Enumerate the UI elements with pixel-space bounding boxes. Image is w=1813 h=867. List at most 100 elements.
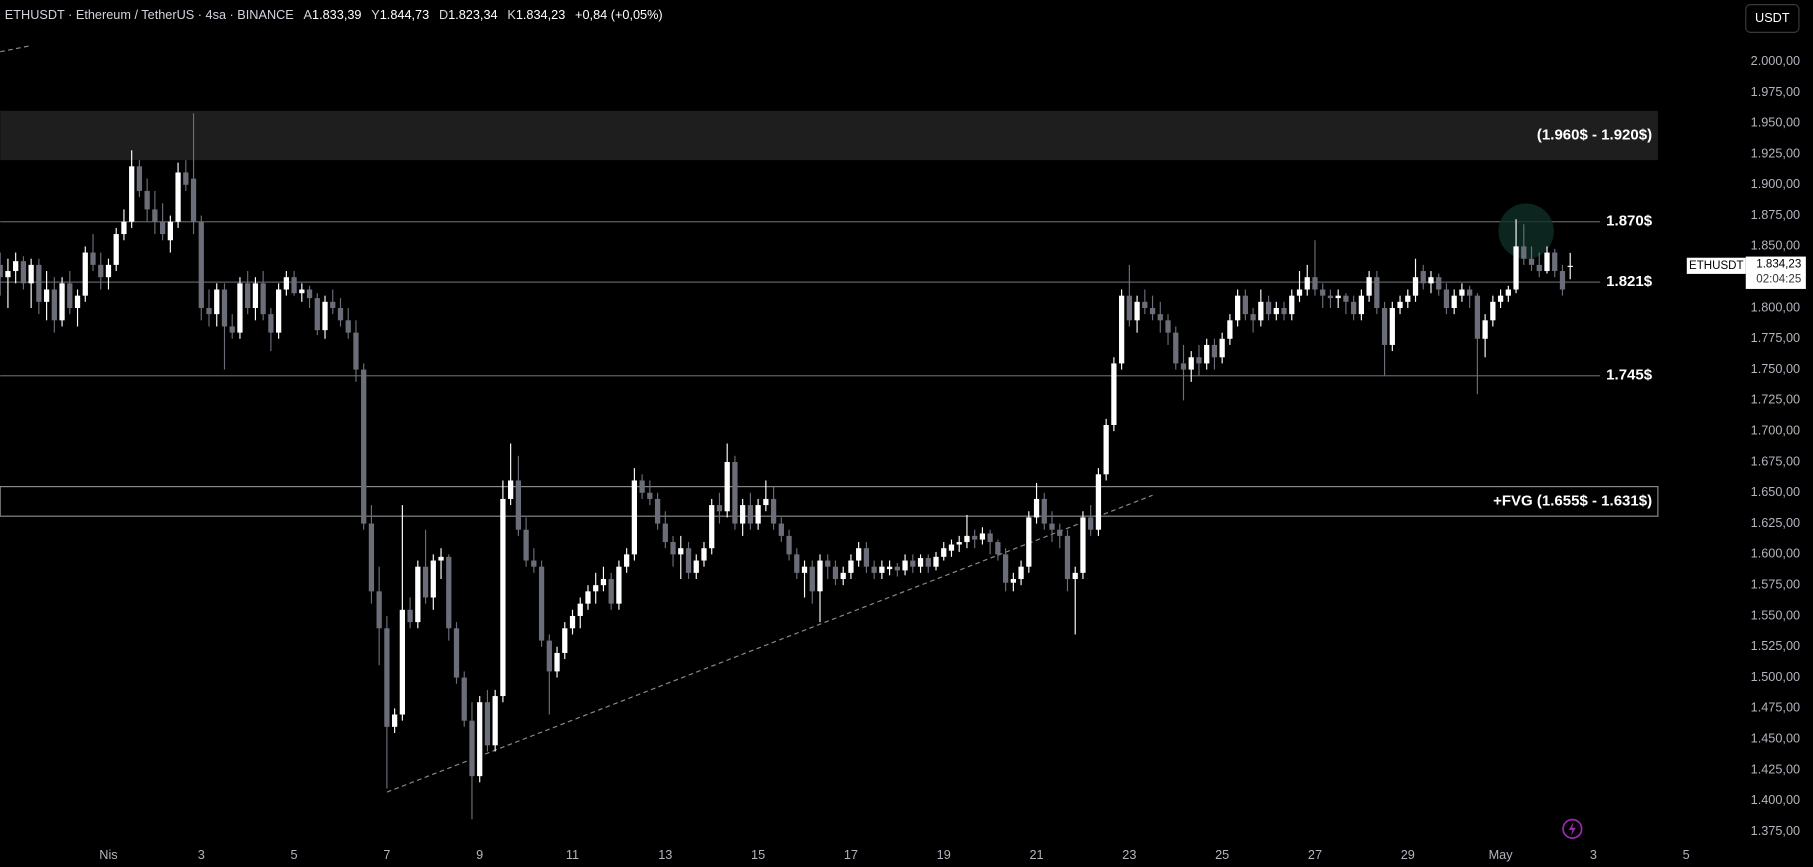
candle-body: [129, 166, 135, 222]
close-value: 1.834,23: [516, 8, 565, 23]
candle-body: [1335, 295, 1341, 299]
candle-body: [1474, 295, 1481, 339]
candle-body: [515, 480, 522, 530]
candle-body: [1088, 517, 1094, 530]
chart-header: ETHUSDT · Ethereum / TetherUS · 4sa · BI…: [5, 4, 663, 25]
candle-body: [716, 505, 723, 512]
alert-bolt[interactable]: [1568, 821, 1576, 836]
candle-body: [1180, 363, 1187, 370]
candle-body: [917, 558, 924, 567]
candle-body: [1296, 289, 1303, 296]
candle-body: [1126, 295, 1132, 321]
x-tick-label: 7: [383, 847, 390, 862]
close-label: K: [507, 8, 516, 23]
candle-body: [5, 271, 11, 278]
candle-body: [368, 523, 375, 592]
x-tick-label: 15: [751, 847, 765, 862]
countdown: 02:04:25: [1756, 274, 1801, 286]
candle-body: [260, 283, 266, 315]
candle-body: [1064, 535, 1071, 580]
candle-body: [1018, 566, 1024, 580]
candle-body: [1033, 498, 1040, 518]
candle-body: [1389, 307, 1395, 345]
candle-body: [879, 566, 885, 573]
last-price-tag: ETHUSDT 1.834,23 02:04:25: [1686, 256, 1806, 289]
candle-body: [747, 505, 754, 524]
low-value: 1.823,34: [448, 8, 497, 23]
candle-body: [786, 535, 792, 555]
candle-body: [546, 640, 552, 672]
candle-body: [1227, 320, 1233, 339]
price-axis: [1745, 0, 1813, 867]
candle-body: [1451, 295, 1457, 308]
candle-body: [523, 529, 529, 561]
y-tick-label: 1.850,00: [1751, 238, 1800, 253]
candle-body: [206, 307, 212, 315]
candle-body: [252, 283, 259, 308]
symbol-tag: ETHUSDT: [1689, 260, 1744, 272]
candle-body: [508, 480, 514, 499]
candle-body: [1010, 579, 1016, 583]
candle-body: [51, 289, 57, 321]
candle-body: [832, 566, 839, 580]
candle-body: [538, 566, 545, 641]
candle-body: [0, 264, 3, 278]
currency-button-label[interactable]: USDT: [1755, 10, 1790, 25]
candle-body: [600, 579, 607, 586]
candle-body: [353, 332, 359, 370]
candle-body: [863, 548, 870, 567]
level-label: 1.870$: [1606, 213, 1653, 230]
candle-body: [268, 314, 274, 333]
candle-body: [678, 548, 684, 555]
y-tick-label: 1.425,00: [1751, 761, 1800, 776]
candle-body: [941, 548, 947, 557]
alert-icon[interactable]: [1562, 818, 1583, 839]
y-tick-label: 1.975,00: [1751, 84, 1800, 99]
candle-body: [469, 720, 475, 777]
candle-body: [809, 566, 815, 592]
candle-body: [1521, 246, 1527, 259]
candle-body: [763, 498, 769, 506]
candle-body: [1544, 252, 1550, 272]
candle-body: [1095, 474, 1102, 530]
candle-body: [167, 221, 173, 241]
highlight-circle: [1498, 203, 1554, 259]
candle-body: [90, 252, 96, 265]
candle-body: [1250, 314, 1256, 321]
y-tick-label: 2.000,00: [1751, 53, 1800, 68]
candle-body: [956, 542, 962, 545]
y-tick-label: 1.775,00: [1751, 330, 1800, 345]
candle-body: [399, 609, 405, 715]
candle-body: [755, 505, 761, 524]
candle-body: [608, 579, 614, 604]
candle-body: [330, 301, 336, 308]
candle-body: [770, 498, 777, 524]
candle-body: [144, 190, 150, 210]
trendline: [386, 494, 1153, 793]
candle-body: [732, 461, 738, 524]
candle-body: [1420, 271, 1426, 284]
candle-body: [407, 609, 413, 623]
y-tick-label: 1.550,00: [1751, 607, 1800, 622]
candle-body: [1320, 289, 1326, 296]
candle-body: [554, 652, 560, 672]
candle-body: [1513, 246, 1519, 290]
candle-body: [778, 523, 784, 536]
currency-button-box[interactable]: [1745, 4, 1800, 33]
candle-body: [825, 560, 831, 567]
y-tick-label: 1.400,00: [1751, 792, 1800, 807]
candle-body: [1188, 357, 1194, 370]
y-tick-label: 1.600,00: [1751, 546, 1800, 561]
candle-body: [801, 566, 808, 573]
candle-body: [910, 560, 916, 567]
candle-body: [28, 264, 34, 284]
currency-button[interactable]: USDT: [1745, 4, 1800, 33]
candle-body: [1343, 295, 1349, 302]
candle-body: [113, 234, 119, 265]
candle-body: [1258, 301, 1264, 321]
change: +0,84 (+0,05%): [575, 8, 663, 23]
candle-body: [237, 283, 243, 333]
y-tick-label: 1.950,00: [1751, 115, 1800, 130]
alert-circle[interactable]: [1562, 818, 1583, 839]
candle-body: [933, 556, 939, 567]
